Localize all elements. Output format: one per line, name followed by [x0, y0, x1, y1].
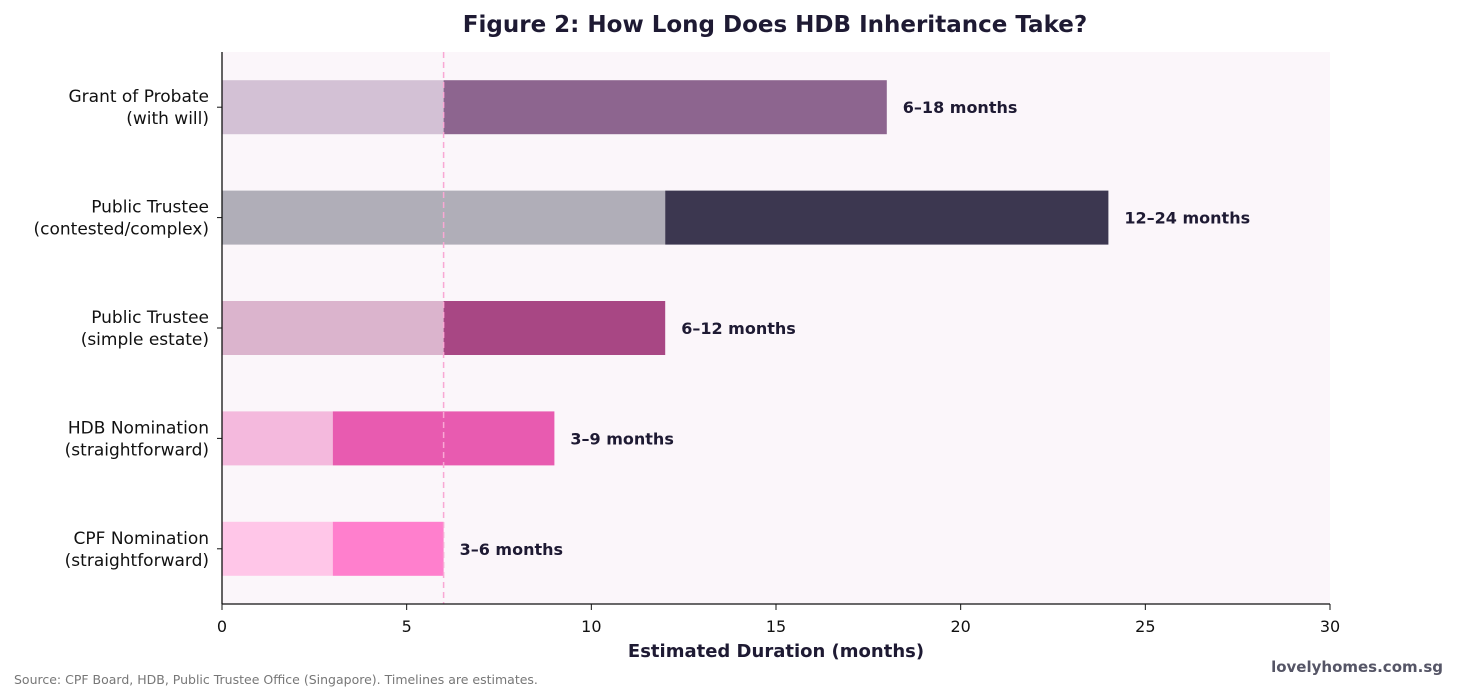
category-label-4-0: CPF Nomination — [74, 529, 209, 549]
data-label-0: 6–18 months — [903, 98, 1018, 117]
bar-range-4 — [332, 521, 444, 576]
bar-range-2 — [443, 301, 666, 355]
x-tick-label-0: 0 — [217, 617, 227, 636]
bar-range-0 — [443, 80, 887, 135]
chart-title: Figure 2: How Long Does HDB Inheritance … — [463, 12, 1087, 38]
x-tick-label-1: 5 — [402, 617, 412, 636]
category-label-2-1: (simple estate) — [81, 330, 209, 350]
bar-min-4 — [222, 521, 333, 576]
data-label-4: 3–6 months — [460, 540, 563, 559]
x-tick-label-3: 15 — [766, 617, 786, 636]
category-label-2-0: Public Trustee — [91, 308, 209, 328]
category-label-0-0: Grant of Probate — [68, 87, 209, 107]
x-tick-label-5: 25 — [1135, 617, 1155, 636]
category-label-0-1: (with will) — [126, 109, 209, 129]
x-tick-label-2: 10 — [581, 617, 601, 636]
x-tick-label-6: 30 — [1320, 617, 1340, 636]
category-label-3-0: HDB Nomination — [68, 418, 209, 438]
source-note: Source: CPF Board, HDB, Public Trustee O… — [14, 672, 538, 687]
bar-range-1 — [665, 190, 1109, 245]
category-label-1-0: Public Trustee — [91, 198, 209, 218]
bar-min-2 — [222, 301, 444, 355]
brand-watermark: lovelyhomes.com.sg — [1271, 658, 1443, 676]
data-label-2: 6–12 months — [681, 319, 796, 338]
data-label-3: 3–9 months — [570, 429, 673, 448]
bar-min-0 — [222, 80, 444, 135]
x-tick-label-4: 20 — [950, 617, 970, 636]
x-axis-label: Estimated Duration (months) — [628, 641, 924, 662]
category-label-4-1: (straightforward) — [65, 551, 209, 571]
data-label-1: 12–24 months — [1124, 209, 1250, 228]
category-label-3-1: (straightforward) — [65, 440, 209, 460]
bar-min-3 — [222, 411, 333, 466]
category-label-1-1: (contested/complex) — [34, 220, 209, 240]
